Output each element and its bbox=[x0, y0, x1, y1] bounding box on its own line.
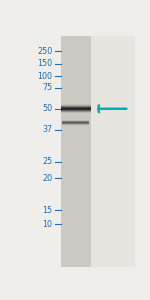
Text: 15: 15 bbox=[42, 206, 52, 215]
Text: 10: 10 bbox=[42, 220, 52, 229]
Bar bbox=[61, 36, 91, 267]
Text: 100: 100 bbox=[38, 72, 52, 81]
Text: 50: 50 bbox=[42, 104, 52, 113]
Text: 37: 37 bbox=[42, 125, 52, 134]
Text: 25: 25 bbox=[42, 158, 52, 166]
Text: 150: 150 bbox=[37, 59, 52, 68]
Bar bbox=[91, 36, 135, 267]
Text: 75: 75 bbox=[42, 83, 52, 92]
Text: 250: 250 bbox=[37, 46, 52, 56]
Text: 20: 20 bbox=[42, 174, 52, 183]
